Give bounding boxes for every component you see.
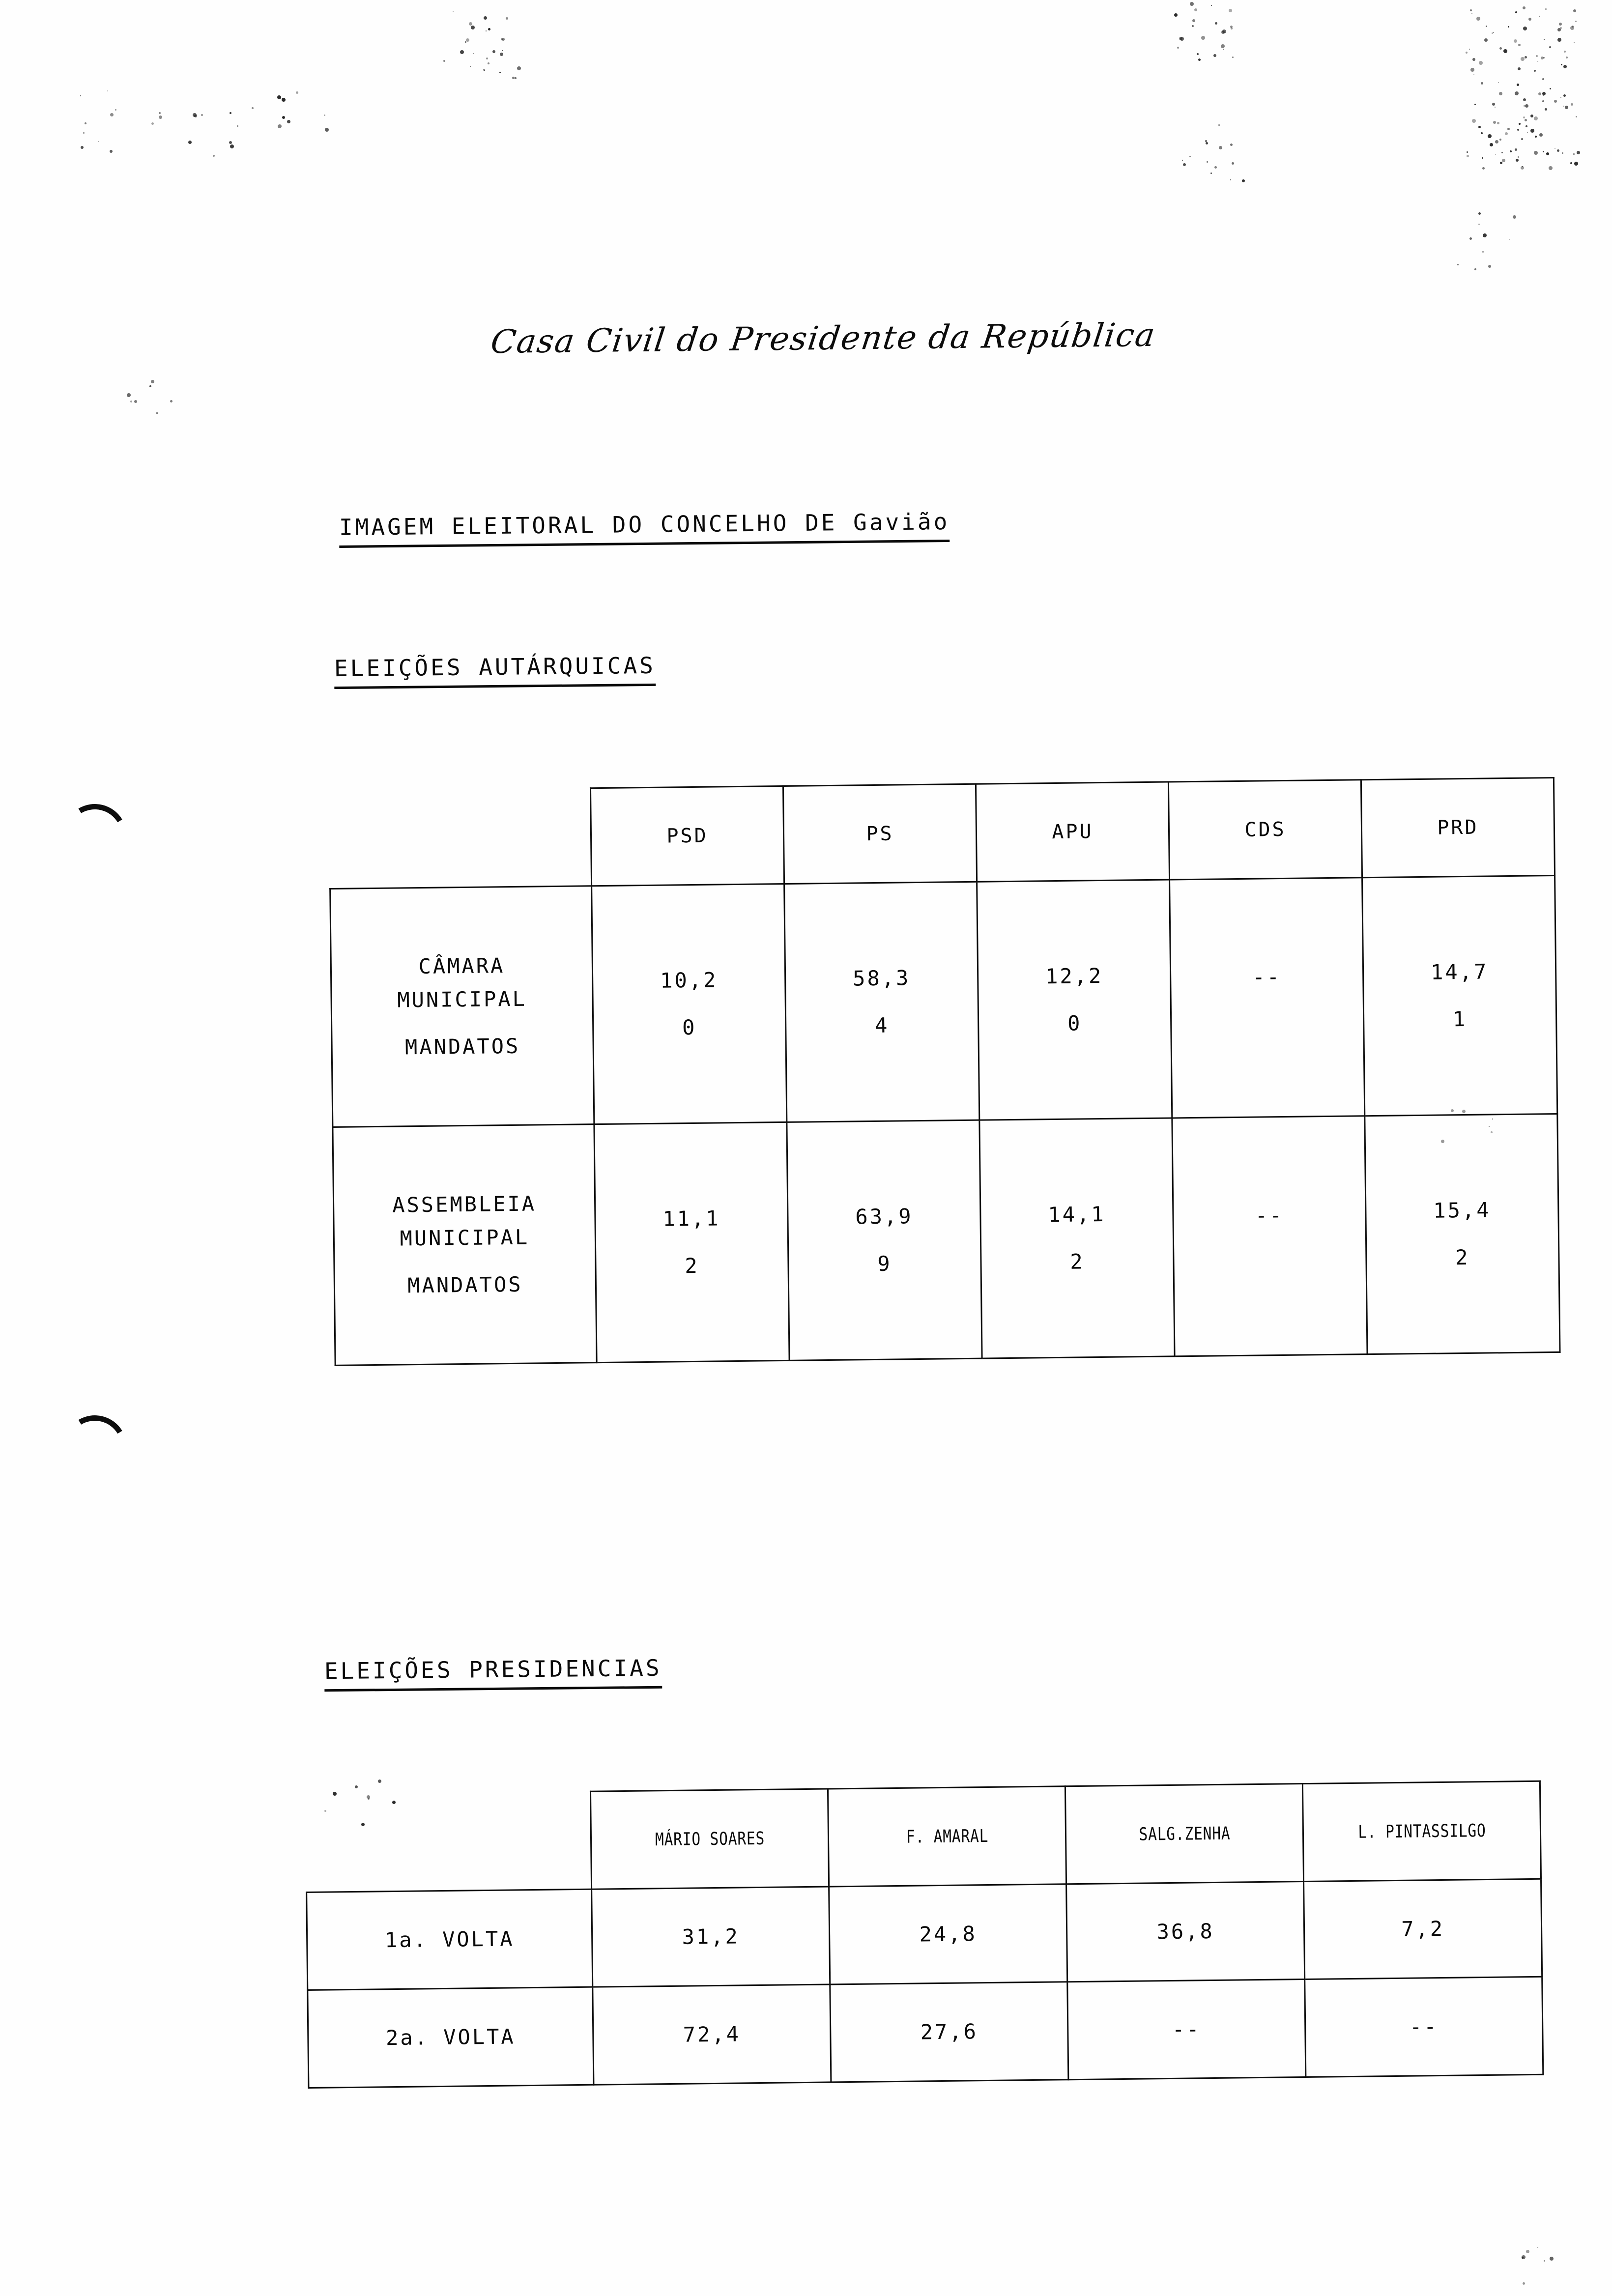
cell-assembleia-prd: 15,4 2 — [1364, 1114, 1560, 1354]
column-header-l-pintassilgo: L. PINTASSILGO — [1324, 1781, 1520, 1882]
cell-volta2-mario-soares: 72,4 — [592, 1984, 831, 2085]
row-label-line3: MANDATOS — [404, 1033, 520, 1060]
table-row-camara-municipal: CÂMARA MUNICIPAL MANDATOS 10,2 0 58,3 4 … — [330, 875, 1557, 1127]
cell-assembleia-cds: -- — [1172, 1116, 1368, 1356]
table-row-primeira-volta: 1a. VOLTA 31,2 24,8 36,8 7,2 — [306, 1879, 1542, 1990]
cell-percent: 15,4 — [1433, 1198, 1491, 1223]
cell-mandatos — [1174, 1245, 1366, 1274]
column-header-mario-soares: MÁRIO SOARES — [611, 1789, 808, 1889]
presidenciais-grid: MÁRIO SOARES F. AMARAL SALG.ZENHA L. PIN… — [305, 1780, 1544, 2089]
section-heading-presidenciais: ELEIÇÕES PRESIDENCIAS — [324, 1654, 662, 1692]
row-label-line1: ASSEMBLEIA — [392, 1191, 537, 1217]
column-header-cds: CDS — [1168, 779, 1362, 880]
row-label-primeira-volta: 1a. VOLTA — [306, 1889, 593, 1990]
cell-assembleia-ps: 63,9 9 — [786, 1120, 982, 1361]
autarquicas-grid: PSD PS APU CDS PRD CÂMARA MUNICIPAL MAND… — [328, 777, 1561, 1366]
cell-camara-ps: 58,3 4 — [784, 882, 979, 1122]
cell-percent: 10,2 — [660, 968, 718, 993]
cell-mandatos: 0 — [1067, 1011, 1082, 1035]
cell-volta2-f-amaral: 27,6 — [830, 1981, 1068, 2082]
row-label-line2: MUNICIPAL — [400, 1225, 530, 1251]
row-label-segunda-volta: 2a. VOLTA — [307, 1987, 594, 2088]
column-header-prd: PRD — [1361, 777, 1555, 878]
cell-percent: 63,9 — [855, 1204, 913, 1229]
cell-assembleia-apu: 14,1 2 — [979, 1118, 1175, 1359]
column-header-psd: PSD — [590, 786, 784, 886]
table-autarquicas: PSD PS APU CDS PRD CÂMARA MUNICIPAL MAND… — [328, 777, 1561, 1366]
cell-volta1-l-pintassilgo: 7,2 — [1303, 1879, 1542, 1980]
cell-percent: 58,3 — [852, 966, 911, 991]
section-heading-autarquicas-text: ELEIÇÕES AUTÁRQUICAS — [334, 652, 656, 689]
cell-percent: -- — [1252, 965, 1282, 989]
page-title-text: IMAGEM ELEITORAL DO CONCELHO DE Gavião — [339, 508, 950, 548]
row-label-camara-municipal: CÂMARA MUNICIPAL MANDATOS — [330, 886, 594, 1127]
row-label-assembleia-municipal: ASSEMBLEIA MUNICIPAL MANDATOS — [332, 1124, 597, 1366]
cell-volta2-salg-zenha: -- — [1067, 1979, 1306, 2080]
table-header-row: PSD PS APU CDS PRD — [329, 777, 1555, 889]
cell-camara-apu: 12,2 0 — [977, 879, 1172, 1120]
column-header-salg-zenha: SALG.ZENHA — [1086, 1783, 1283, 1884]
punch-hole-arc-icon — [56, 797, 134, 875]
row-label-line2: MUNICIPAL — [397, 986, 527, 1012]
cell-mandatos: 2 — [1455, 1245, 1470, 1270]
table-row-segunda-volta: 2a. VOLTA 72,4 27,6 -- -- — [307, 1977, 1543, 2088]
cell-percent: -- — [1255, 1203, 1284, 1228]
cell-mandatos: 0 — [682, 1015, 697, 1040]
cell-percent: 11,1 — [662, 1206, 720, 1231]
cell-mandatos: 1 — [1452, 1006, 1468, 1032]
column-header-ps: PS — [783, 784, 977, 884]
cell-volta2-l-pintassilgo: -- — [1304, 1977, 1543, 2077]
table-presidenciais: MÁRIO SOARES F. AMARAL SALG.ZENHA L. PIN… — [305, 1780, 1544, 2089]
cell-camara-prd: 14,7 1 — [1362, 875, 1557, 1116]
cell-percent: 12,2 — [1045, 963, 1103, 989]
table-row-assembleia-municipal: ASSEMBLEIA MUNICIPAL MANDATOS 11,1 2 63,… — [332, 1114, 1560, 1366]
section-heading-autarquicas: ELEIÇÕES AUTÁRQUICAS — [334, 652, 656, 689]
row-label-line1: CÂMARA — [418, 953, 505, 978]
cell-percent: 14,7 — [1430, 959, 1489, 984]
cell-volta1-salg-zenha: 36,8 — [1066, 1881, 1305, 1982]
column-header-apu: APU — [976, 782, 1170, 882]
cell-mandatos: 2 — [1070, 1249, 1085, 1274]
cell-mandatos — [1172, 1006, 1363, 1036]
cell-camara-cds: -- — [1169, 877, 1365, 1118]
header-corner-cell — [329, 788, 592, 889]
row-label-line3: MANDATOS — [407, 1272, 523, 1298]
header-corner-cell — [306, 1791, 592, 1892]
cell-volta1-mario-soares: 31,2 — [591, 1886, 830, 1987]
page-title: IMAGEM ELEITORAL DO CONCELHO DE Gavião — [339, 508, 950, 548]
cell-volta1-f-amaral: 24,8 — [829, 1884, 1067, 1984]
cell-mandatos: 9 — [877, 1251, 892, 1276]
cell-mandatos: 2 — [685, 1253, 699, 1278]
table-header-row: MÁRIO SOARES F. AMARAL SALG.ZENHA L. PIN… — [306, 1781, 1541, 1892]
section-heading-presidenciais-text: ELEIÇÕES PRESIDENCIAS — [324, 1654, 662, 1692]
cell-mandatos: 4 — [874, 1013, 890, 1037]
letterhead-title: Casa Civil do Presidente da República — [489, 316, 1158, 361]
cell-assembleia-psd: 11,1 2 — [594, 1122, 790, 1363]
column-header-f-amaral: F. AMARAL — [849, 1786, 1045, 1887]
punch-hole-arc-icon — [56, 1408, 134, 1486]
cell-camara-psd: 10,2 0 — [591, 884, 787, 1124]
cell-percent: 14,1 — [1048, 1202, 1106, 1227]
